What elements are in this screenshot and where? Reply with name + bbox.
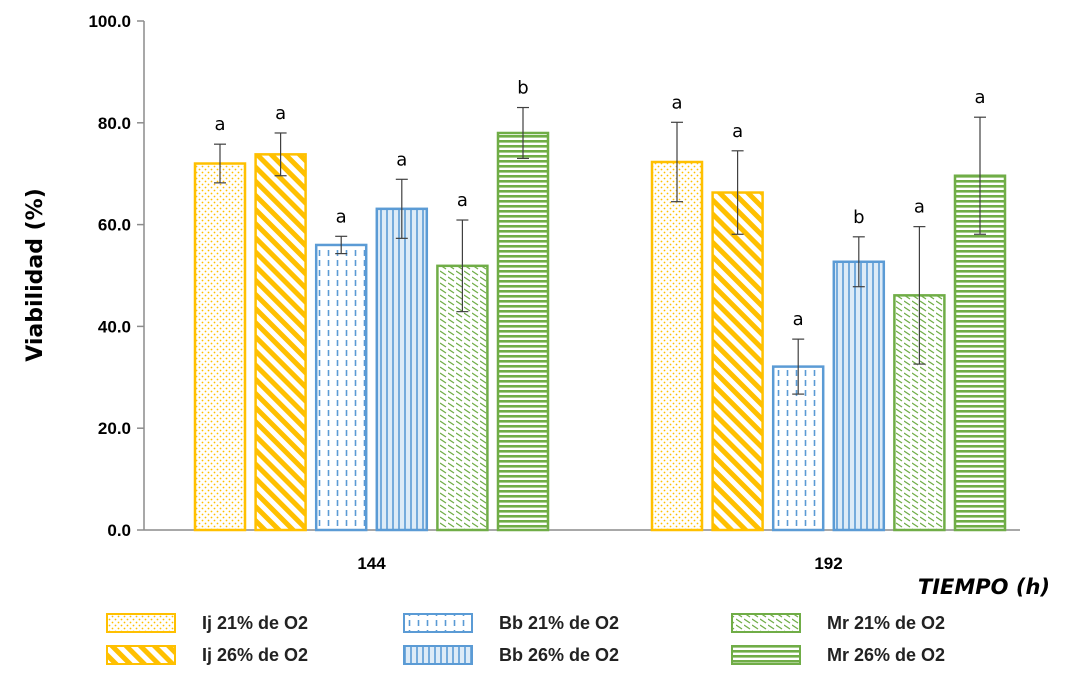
legend-label: Mr 26% de O2 (827, 645, 945, 665)
legend-label: Bb 26% de O2 (499, 645, 619, 665)
y-tick-labels: 0.0 20.0 40.0 60.0 80.0 100.0 (88, 12, 144, 540)
bar (650, 160, 704, 532)
significance-letter: a (457, 190, 468, 211)
significance-letter: a (793, 309, 804, 330)
bar (832, 260, 886, 532)
legend-label: Ij 26% de O2 (202, 645, 308, 665)
y-tick-label: 20.0 (98, 419, 131, 438)
x-tick-label: 192 (814, 554, 842, 573)
y-axis-title: Viabilidad (%) (23, 188, 48, 362)
legend-swatch (106, 613, 176, 633)
bars (193, 131, 1007, 532)
x-tick-labels: 144 192 (357, 554, 842, 573)
significance-letter: a (275, 103, 286, 124)
legend-label: Bb 21% de O2 (499, 613, 619, 633)
significance-letter: a (974, 87, 985, 108)
legend-swatch (731, 645, 801, 665)
x-tick-label: 144 (357, 554, 386, 573)
y-tick-label: 0.0 (107, 521, 131, 540)
bar (711, 191, 764, 532)
legend-swatch (106, 645, 176, 665)
significance-letter: a (396, 149, 407, 170)
significance-letters: a a a a a a a b a a b a (214, 78, 985, 331)
x-axis-title: TIEMPO (h) (918, 575, 1050, 599)
y-tick-label: 80.0 (98, 114, 131, 133)
legend: Ij 21% de O2 Ij 26% de O2 Bb 21% de O2 Bb 2… (106, 613, 945, 665)
y-tick-label: 100.0 (88, 12, 131, 31)
bar (254, 153, 307, 532)
significance-letter: a (336, 206, 347, 227)
legend-swatch (403, 645, 473, 665)
legend-swatch (731, 613, 801, 633)
bar (496, 131, 550, 532)
error-bars (214, 106, 986, 395)
bar (375, 207, 429, 532)
y-axis: 0.0 20.0 40.0 60.0 80.0 100.0 (88, 12, 145, 540)
y-tick-label: 60.0 (98, 216, 131, 235)
y-tick-label: 40.0 (98, 317, 131, 336)
significance-letter: a (671, 92, 682, 113)
significance-letter: a (214, 114, 225, 135)
significance-letter: b (853, 207, 864, 228)
bar (314, 243, 368, 532)
significance-letter: a (732, 121, 743, 142)
legend-label: Ij 21% de O2 (202, 613, 308, 633)
legend-swatch (403, 613, 473, 633)
bar (193, 162, 247, 532)
significance-letter: a (914, 197, 925, 218)
significance-letter: b (517, 78, 528, 99)
legend-label: Mr 21% de O2 (827, 613, 945, 633)
